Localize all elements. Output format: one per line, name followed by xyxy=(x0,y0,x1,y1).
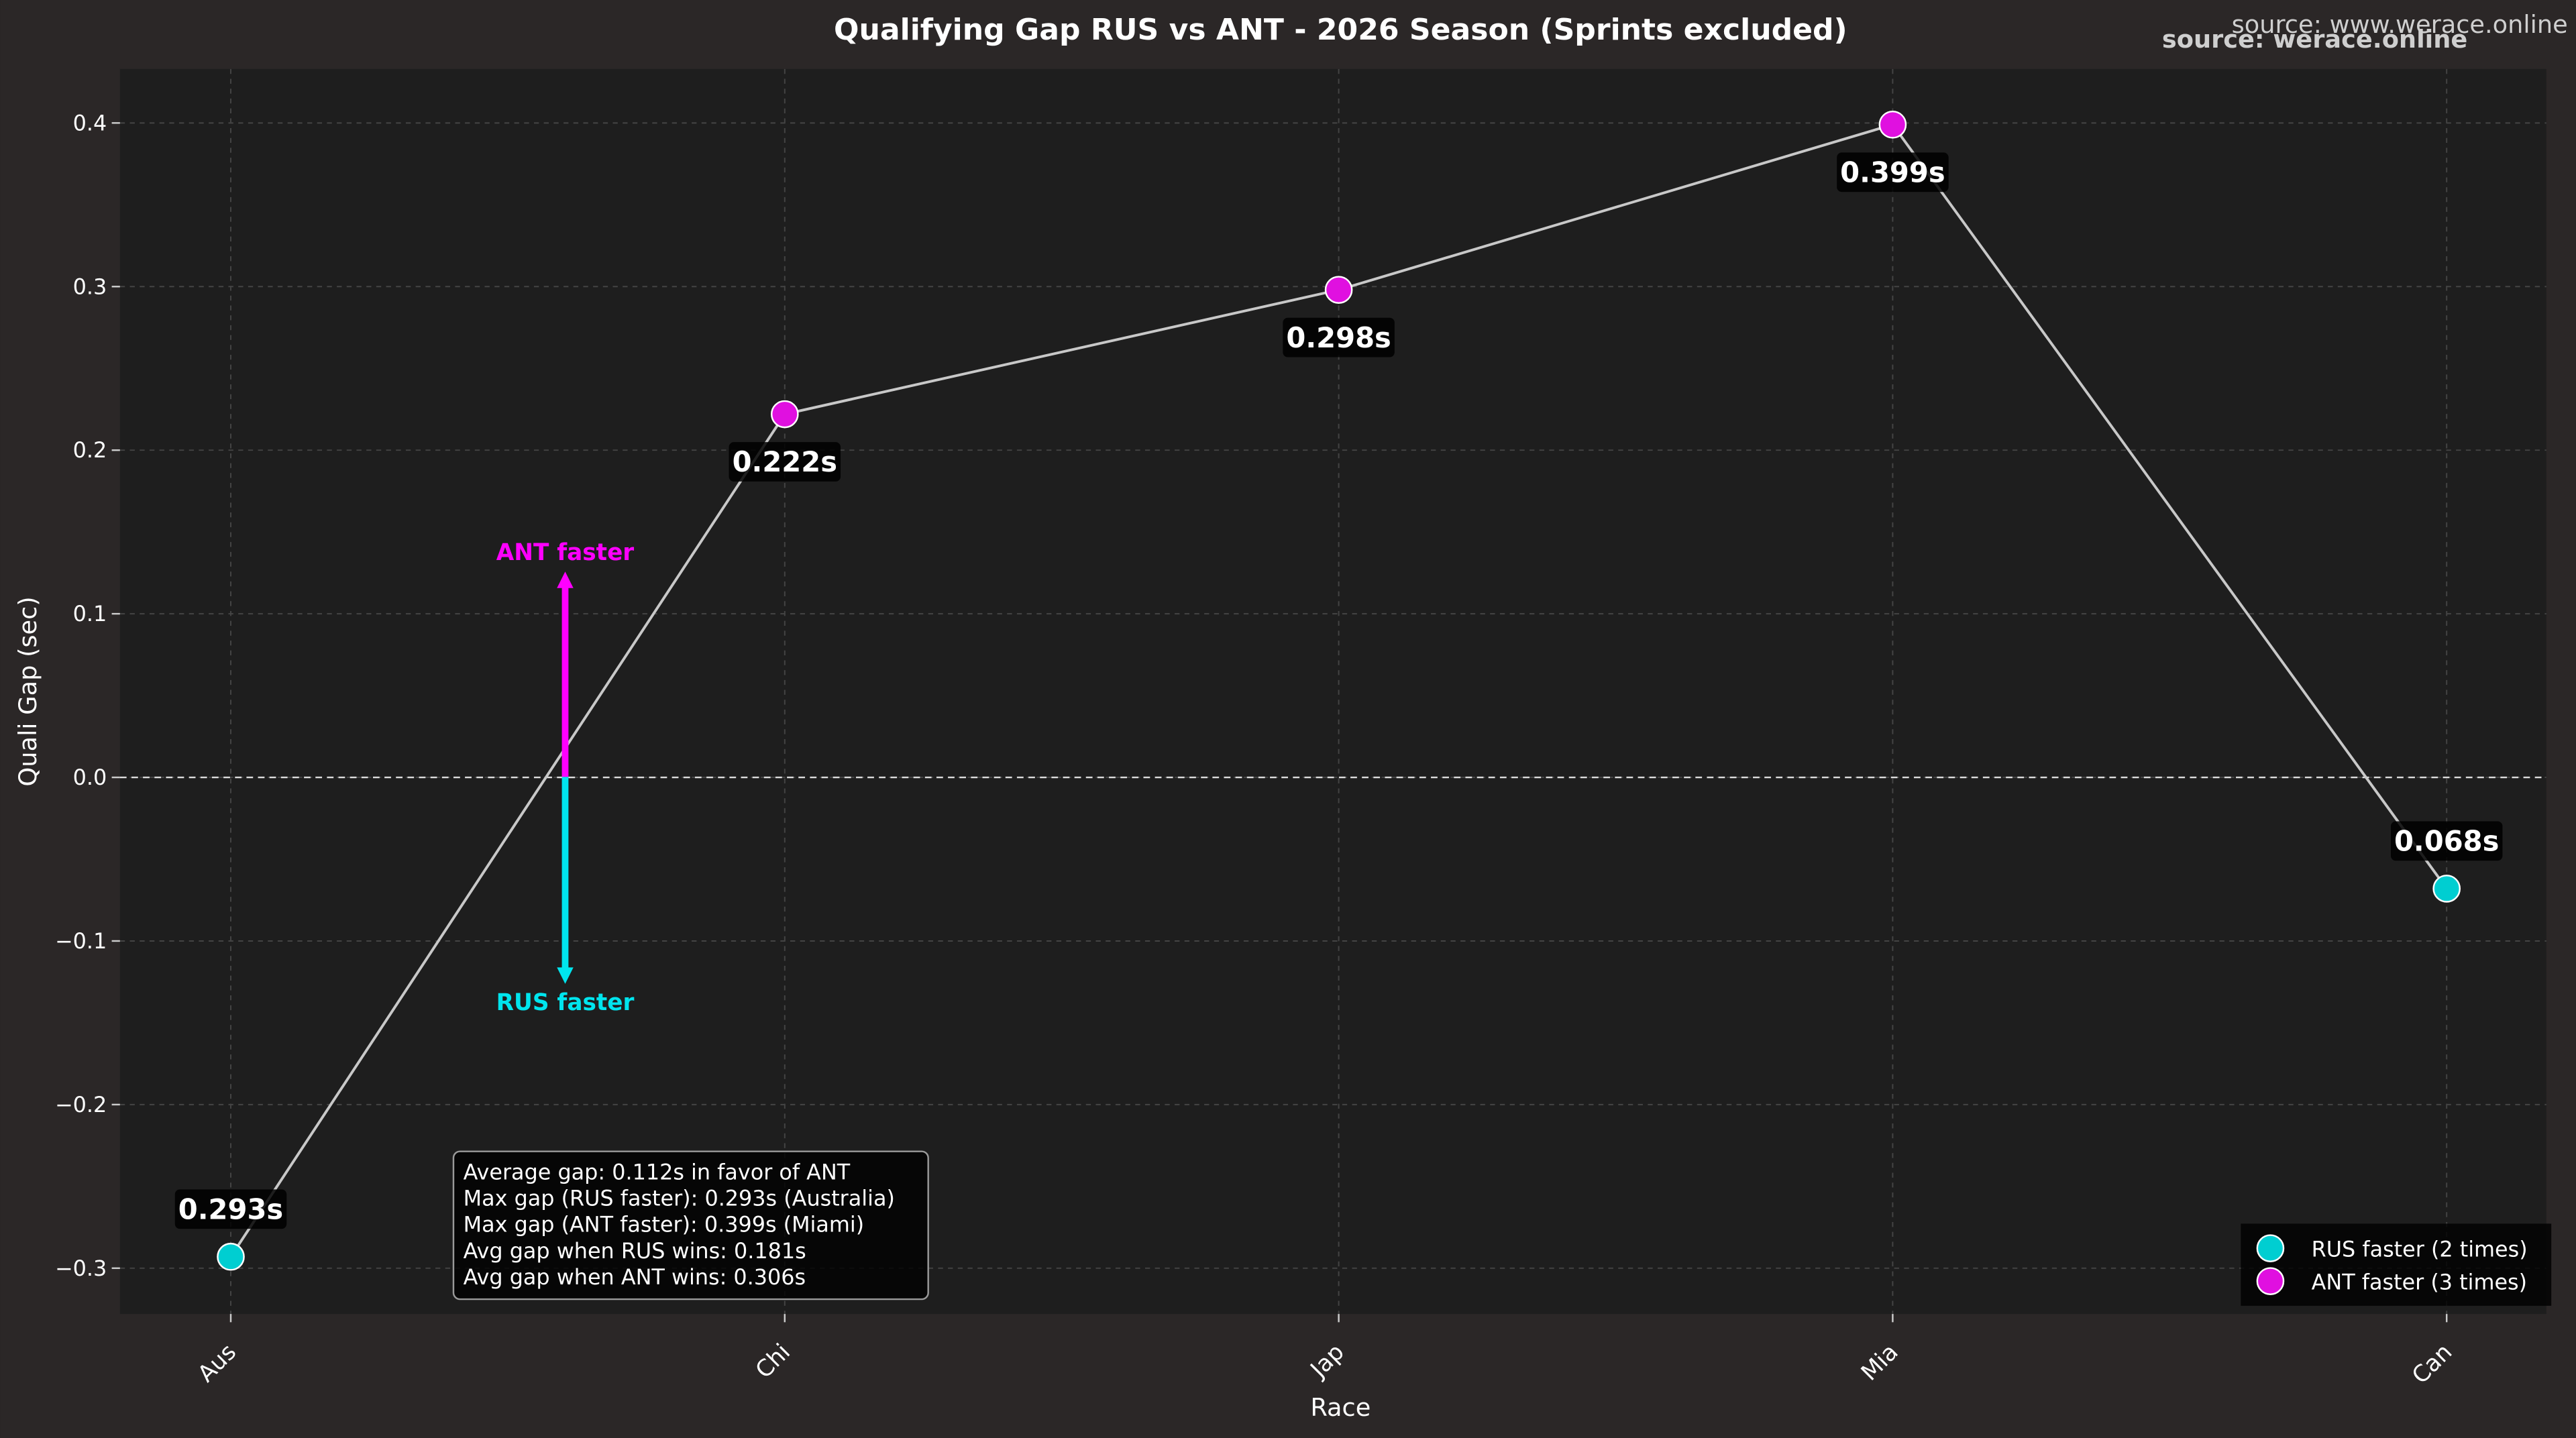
annotation: ANT faster xyxy=(496,539,635,566)
legend-entries: RUS faster (2 times) ANT faster (3 times) xyxy=(2256,1234,2528,1295)
data-point xyxy=(217,1242,245,1271)
value-label-box xyxy=(174,1189,287,1229)
y-tick-label: 0.0 xyxy=(73,765,107,790)
y-tick-label: 0.3 xyxy=(73,274,107,299)
y-tick-label: 0.2 xyxy=(73,437,107,463)
y-axis-label: Quali Gap (sec) xyxy=(13,596,42,786)
value-label-group: 0.293s xyxy=(174,1189,287,1229)
stats-line: Avg gap when RUS wins: 0.181s xyxy=(464,1238,806,1264)
y-tick-label: 0.4 xyxy=(73,110,107,135)
value-label-group: 0.068s xyxy=(2390,821,2503,861)
value-label: 0.298s xyxy=(1286,321,1391,354)
arrow-head xyxy=(557,967,574,984)
value-label-group: 0.222s xyxy=(729,442,841,482)
value-label-box xyxy=(2390,821,2503,861)
y-tick-label: −0.1 xyxy=(55,928,107,954)
data-point xyxy=(770,400,799,429)
stats-box xyxy=(452,1150,929,1301)
value-label-group: 0.399s xyxy=(1837,152,1949,192)
chart-title: Qualifying Gap RUS vs ANT - 2026 Season … xyxy=(834,13,1847,47)
arrow-head xyxy=(557,571,574,588)
plot-area xyxy=(119,68,2546,1315)
legend-marker xyxy=(2256,1234,2285,1262)
value-label: 0.293s xyxy=(178,1193,283,1225)
x-axis-label: Race xyxy=(1310,1393,1371,1422)
annotation: RUS faster xyxy=(496,989,635,1016)
legend-marker xyxy=(2256,1267,2285,1295)
y-tick-label: −0.2 xyxy=(55,1092,107,1117)
value-label-box xyxy=(729,442,841,482)
value-label: 0.399s xyxy=(1840,156,1945,188)
value-label-box xyxy=(1837,152,1949,192)
value-label-group: 0.298s xyxy=(1283,317,1395,357)
y-tick-label: −0.3 xyxy=(55,1256,107,1281)
stats-line: Avg gap when ANT wins: 0.306s xyxy=(464,1264,806,1290)
value-label-box xyxy=(1283,317,1395,357)
source: source: werace.online xyxy=(2162,25,2467,54)
y-tick-label: 0.1 xyxy=(73,601,107,626)
legend xyxy=(2241,1223,2552,1306)
stats-line: Max gap (ANT faster): 0.399s (Miami) xyxy=(464,1212,865,1237)
data-point xyxy=(1878,110,1907,139)
source: source: www.werace.online xyxy=(2232,10,2568,39)
value-label: 0.068s xyxy=(2394,825,2499,858)
legend-label: RUS faster (2 times) xyxy=(2312,1236,2528,1262)
stats-line: Average gap: 0.112s in favor of ANT xyxy=(464,1159,851,1184)
value-label: 0.222s xyxy=(733,445,837,478)
legend-label: ANT faster (3 times) xyxy=(2312,1269,2527,1294)
stats-line: Max gap (RUS faster): 0.293s (Australia) xyxy=(464,1185,895,1211)
data-point xyxy=(1324,276,1353,304)
data-point xyxy=(2432,875,2461,903)
